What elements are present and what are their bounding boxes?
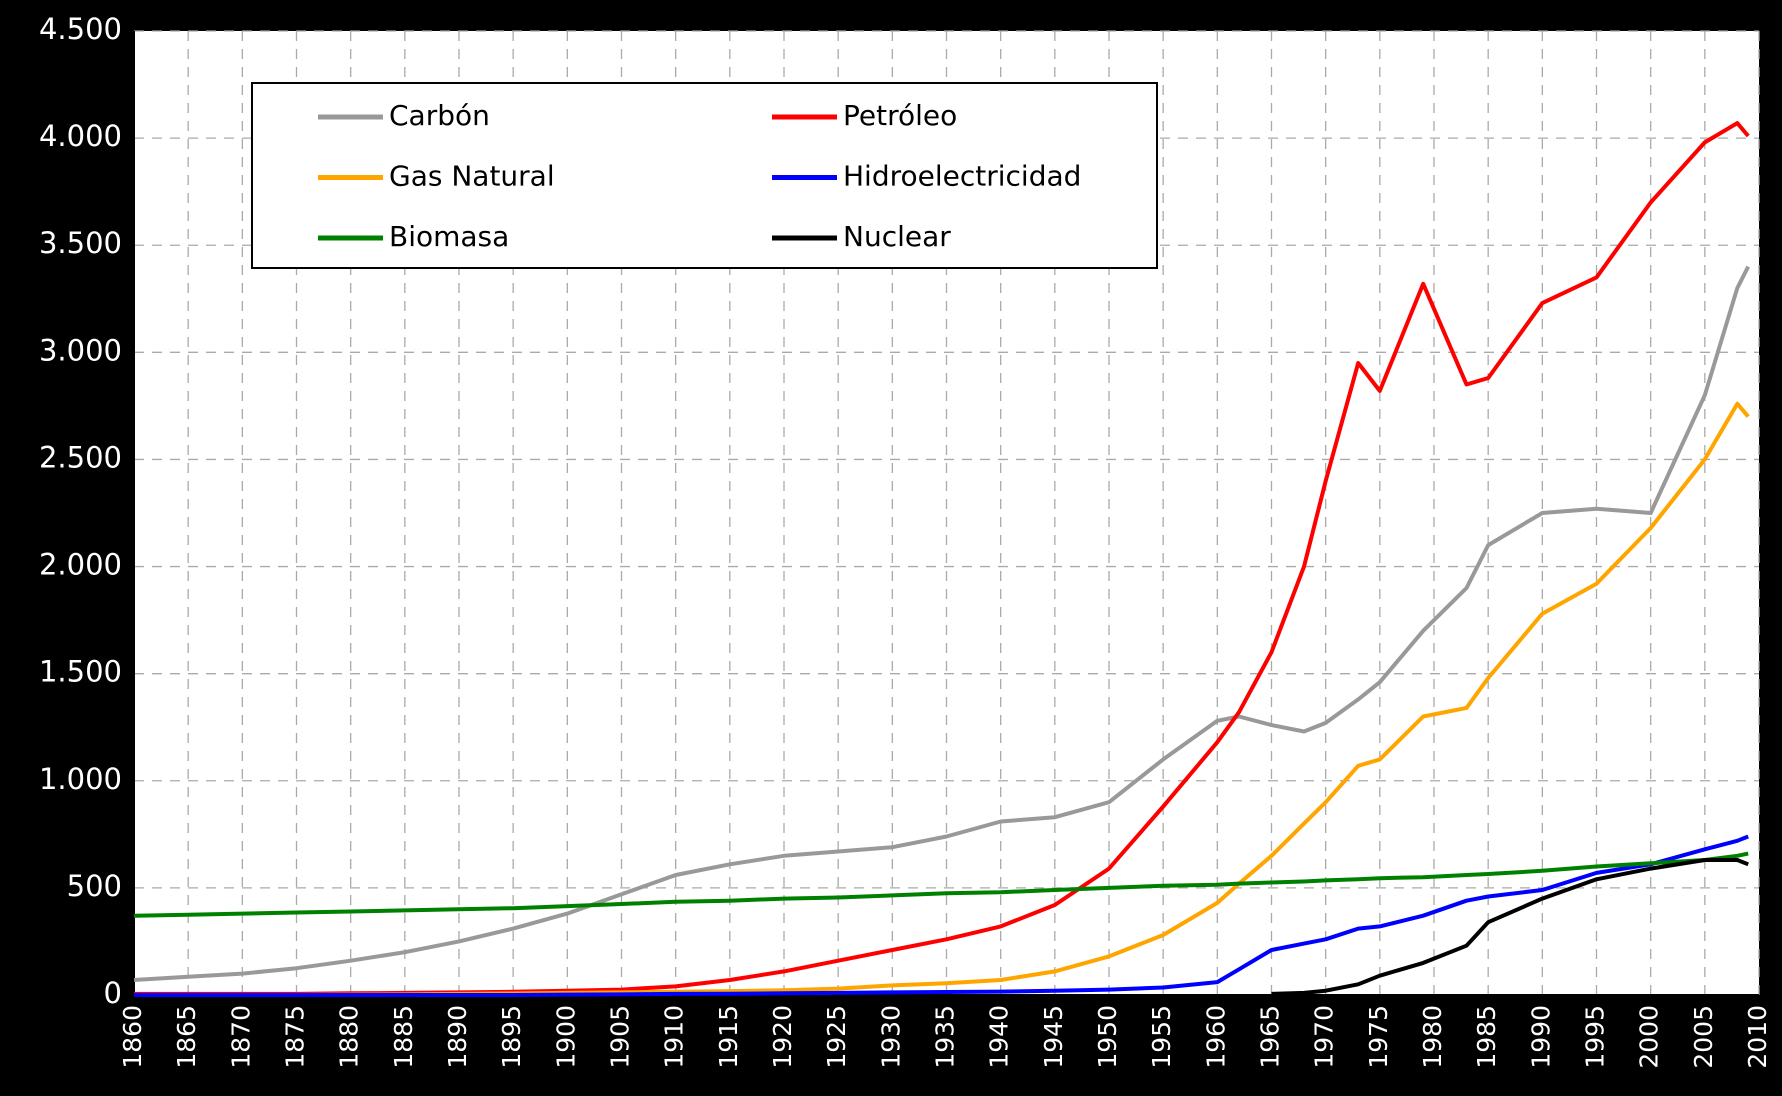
legend-label: Hidroelectricidad <box>843 160 1081 193</box>
y-tick-label: 500 <box>67 869 122 903</box>
legend-label: Nuclear <box>843 220 951 253</box>
x-tick-label: 1905 <box>606 1005 635 1069</box>
x-tick-label: 1895 <box>497 1005 526 1069</box>
x-tick-label: 1965 <box>1256 1005 1285 1069</box>
x-tick-label: 1960 <box>1201 1005 1230 1069</box>
x-tick-label: 1955 <box>1147 1005 1176 1069</box>
x-tick-label: 1885 <box>389 1005 418 1069</box>
x-tick-label: 2000 <box>1635 1005 1664 1069</box>
x-tick-label: 1920 <box>768 1005 797 1069</box>
legend-label: Carbón <box>389 99 490 132</box>
x-tick-label: 1865 <box>172 1005 201 1069</box>
x-tick-label: 1900 <box>551 1005 580 1069</box>
y-tick-label: 4.000 <box>39 119 122 153</box>
y-tick-label: 2.500 <box>39 440 122 474</box>
x-tick-label: 1940 <box>985 1005 1014 1069</box>
x-tick-label: 1880 <box>335 1005 364 1069</box>
legend: Carbón Petróleo Gas Natural Hidroelectricid… <box>251 82 1158 269</box>
x-tick-label: 1930 <box>876 1005 905 1069</box>
y-tick-label: 3.000 <box>39 333 122 367</box>
series-line <box>133 851 1749 918</box>
legend-label: Biomasa <box>389 220 509 253</box>
series-line <box>134 834 1749 997</box>
x-tick-label: 1935 <box>931 1005 960 1069</box>
legend-label: Gas Natural <box>389 160 555 193</box>
series-line <box>1271 858 1749 996</box>
x-tick-label: 2005 <box>1689 1005 1718 1069</box>
y-tick-label: 1.000 <box>39 762 122 796</box>
legend-box <box>251 82 1158 269</box>
legend-label: Petróleo <box>843 99 957 132</box>
y-tick-label: 3.500 <box>39 226 122 260</box>
x-tick-label: 1890 <box>443 1005 472 1069</box>
series-line <box>133 265 1750 982</box>
x-tick-label: 1950 <box>1093 1005 1122 1069</box>
x-tick-label: 2010 <box>1743 1005 1772 1069</box>
x-tick-label: 1975 <box>1364 1005 1393 1069</box>
y-tick-label: 2.000 <box>39 548 122 582</box>
x-tick-label: 1910 <box>660 1005 689 1069</box>
y-tick-label: 4.500 <box>39 12 122 46</box>
x-tick-label: 1980 <box>1418 1005 1447 1069</box>
y-tick-label: 0 <box>104 976 122 1010</box>
x-tick-label: 1990 <box>1526 1005 1555 1069</box>
x-tick-label: 1860 <box>118 1005 147 1069</box>
x-tick-label: 1915 <box>714 1005 743 1069</box>
x-tick-label: 1945 <box>1039 1005 1068 1069</box>
x-tick-label: 1875 <box>281 1005 310 1069</box>
x-tick-label: 1970 <box>1310 1005 1339 1069</box>
x-tick-label: 1925 <box>822 1005 851 1069</box>
y-tick-label: 1.500 <box>39 655 122 689</box>
x-tick-label: 1985 <box>1472 1005 1501 1069</box>
x-tick-label: 1870 <box>226 1005 255 1069</box>
x-tick-label: 1995 <box>1581 1005 1610 1069</box>
